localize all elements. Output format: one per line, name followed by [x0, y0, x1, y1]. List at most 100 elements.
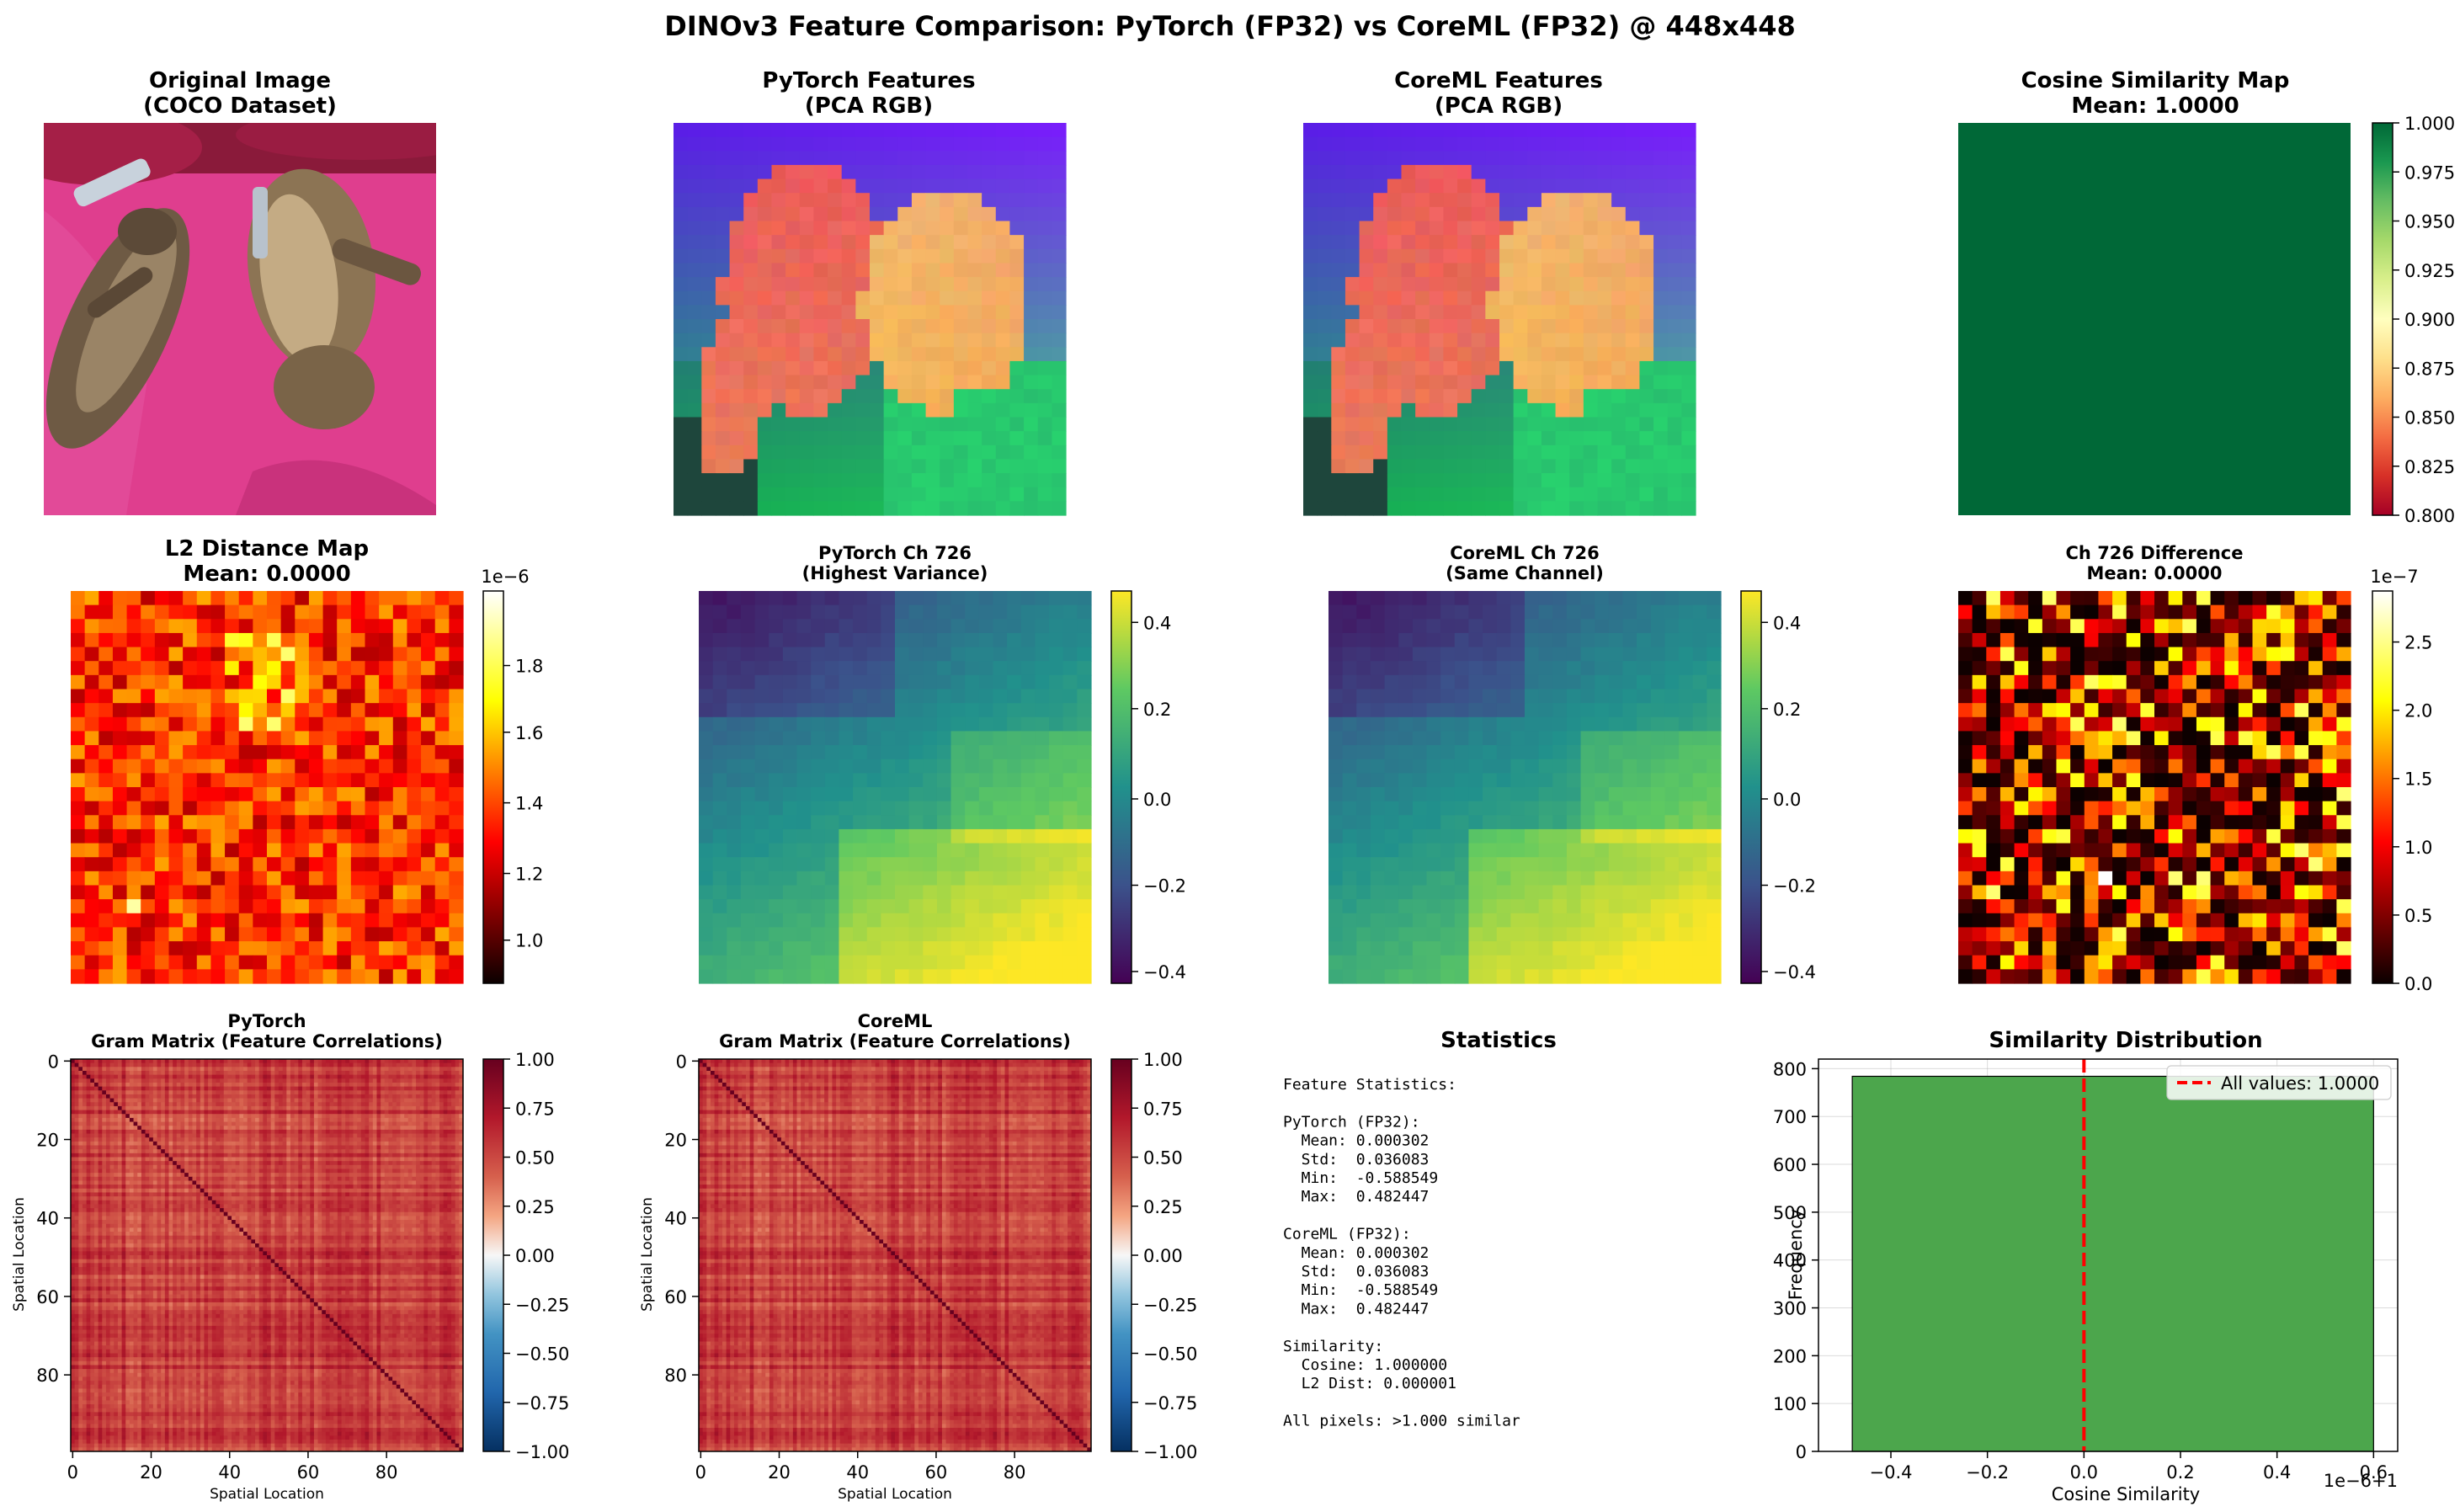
pt-channel-cell [825, 675, 839, 689]
pca-cell [884, 431, 898, 445]
pt-channel-cell [727, 815, 741, 829]
l2-cell [351, 619, 365, 633]
pca-cell [1569, 459, 1584, 473]
pca-cell [674, 235, 688, 249]
diff-cell [2308, 969, 2323, 983]
l2-cell [281, 619, 296, 633]
pt-channel-cell [797, 633, 812, 647]
pt-channel-cell [965, 886, 979, 900]
diff-cell [2211, 591, 2225, 605]
cm-channel-cell [1637, 619, 1651, 633]
l2-cell [113, 815, 127, 829]
diff-cell [2239, 857, 2253, 871]
l2-cell [99, 969, 113, 983]
pt-channel-cell [741, 717, 755, 732]
diff-cell [2323, 941, 2337, 956]
diff-cell [2070, 591, 2085, 605]
pca-cell [1373, 333, 1387, 348]
cm-channel-cell [1651, 927, 1665, 941]
l2-cell [365, 731, 380, 745]
diff-cell [1973, 619, 1987, 633]
gram-cell [177, 1059, 181, 1063]
pca-cell [674, 473, 688, 487]
l2-cell [365, 913, 380, 928]
cm-channel-cell [1356, 773, 1371, 787]
pt-channel-cell [867, 956, 881, 970]
gram-cell [204, 1063, 208, 1067]
cm-channel-cell [1693, 731, 1707, 745]
pca-cell [940, 473, 954, 487]
pca-cell [897, 179, 912, 194]
pca-cell [701, 249, 716, 264]
colorbar-tick-label: 0.900 [2404, 310, 2455, 330]
pca-cell [1472, 473, 1486, 487]
pt-channel-cell [881, 913, 895, 928]
cm-channel-cell [1609, 801, 1623, 816]
l2-cell [337, 844, 351, 858]
pca-cell [897, 123, 912, 137]
pt-channel-cell [797, 605, 812, 620]
pca-cell [800, 263, 814, 277]
colorbar-tick-label: −0.2 [1773, 876, 1816, 897]
l2-cell [365, 829, 380, 844]
pca-cell [1331, 459, 1345, 473]
pca-cell [1514, 193, 1528, 207]
l2-cell [225, 661, 239, 675]
pca-cell [1457, 375, 1472, 390]
pt-channel-cell [741, 815, 755, 829]
pca-cell [1611, 291, 1626, 306]
pt-channel-cell [1035, 619, 1049, 633]
l2-cell [295, 815, 309, 829]
cm-channel-cell [1455, 829, 1469, 844]
cm-channel-cell [1679, 787, 1693, 801]
pca-cell [1345, 333, 1360, 348]
diff-cell [2266, 899, 2281, 913]
l2-cell [435, 829, 450, 844]
diff-cell [2057, 591, 2071, 605]
pca-cell [1653, 459, 1668, 473]
gram-cell [290, 1059, 295, 1063]
pt-channel-cell [1049, 913, 1063, 928]
gram-cell [173, 1059, 177, 1063]
gram-cell [290, 1063, 295, 1067]
diff-cell [2253, 969, 2267, 983]
pca-cell [772, 473, 786, 487]
pca-cell [730, 333, 744, 348]
l2-cell [71, 801, 85, 816]
l2-cell [365, 605, 380, 620]
pt-channel-cell [741, 956, 755, 970]
pca-cell [743, 151, 758, 165]
l2-cell [169, 731, 184, 745]
pca-cell [828, 487, 842, 502]
pca-cell [1024, 235, 1038, 249]
pt-channel-cell [1007, 605, 1021, 620]
cm-channel-cell [1356, 591, 1371, 605]
diff-cell [2070, 787, 2085, 801]
cm-channel-cell [1440, 745, 1455, 759]
l2-cell [253, 703, 267, 717]
pca-cell [1626, 389, 1640, 403]
pca-cell [1626, 123, 1640, 137]
pca-cell [1584, 123, 1598, 137]
diff-cell [2015, 605, 2029, 620]
gram-cell [87, 1059, 91, 1063]
l2-cell [225, 956, 239, 970]
l2-cell [337, 857, 351, 871]
cm-channel-cell [1637, 591, 1651, 605]
l2-cell [113, 829, 127, 844]
pca-cell [996, 347, 1010, 361]
diff-cell [2323, 886, 2337, 900]
l2-cell [113, 871, 127, 886]
diff-cell [2070, 731, 2085, 745]
cm-channel-cell [1552, 773, 1567, 787]
l2-cell [85, 801, 99, 816]
diff-cell [1958, 913, 1973, 928]
pca-cell [1653, 333, 1668, 348]
pt-channel-cell [755, 605, 769, 620]
pca-cell [1499, 165, 1514, 179]
l2-cell [85, 927, 99, 941]
pca-cell [1681, 459, 1696, 473]
pt-channel-cell [923, 815, 937, 829]
cm-channel-cell [1539, 787, 1553, 801]
pca-cell [870, 375, 884, 390]
